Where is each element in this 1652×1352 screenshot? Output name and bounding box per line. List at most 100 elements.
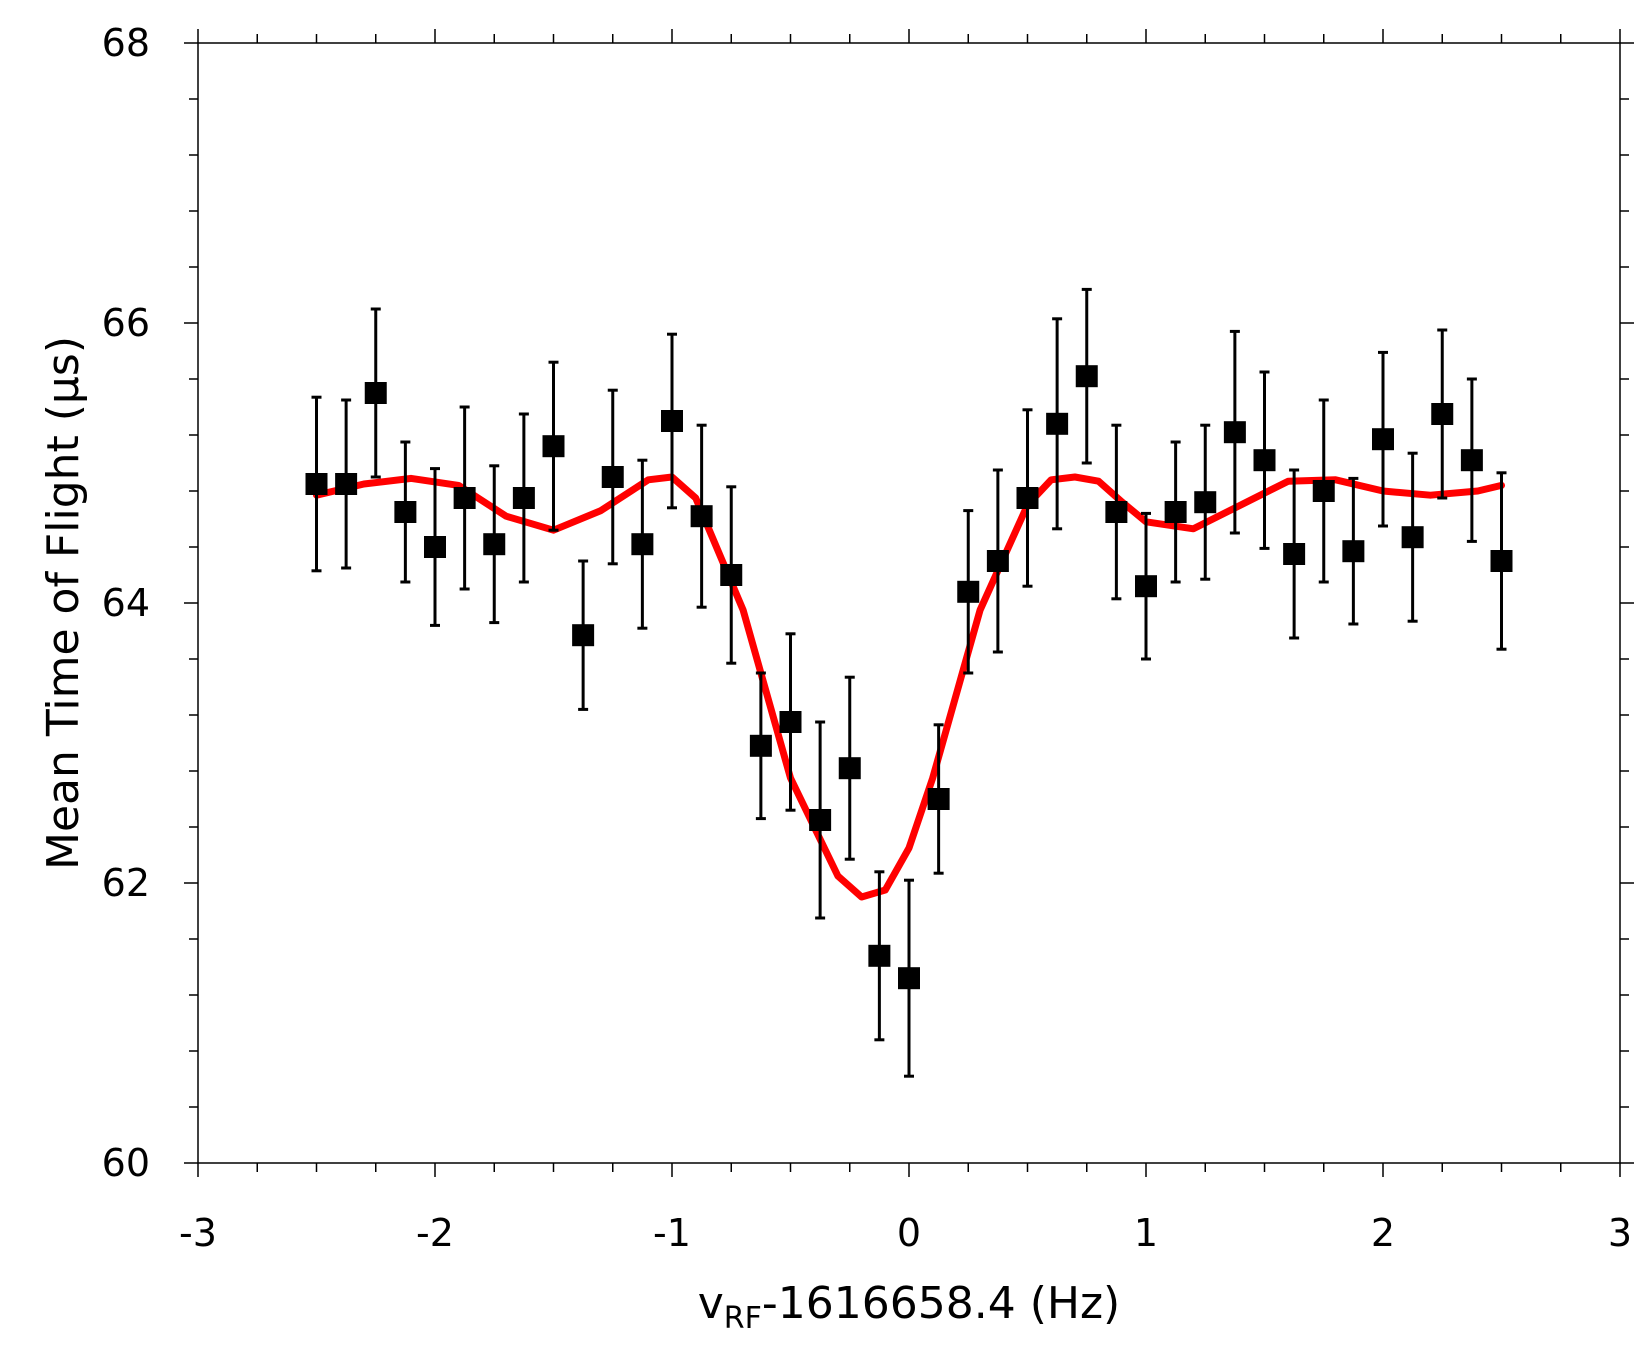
- data-point: [1312, 398, 1335, 584]
- point-marker: [838, 757, 861, 780]
- point-marker: [453, 487, 476, 509]
- point-marker: [1342, 540, 1365, 563]
- point-marker: [1223, 421, 1246, 444]
- y-tick-label: 68: [102, 21, 150, 65]
- data-point: [1490, 471, 1513, 651]
- data-point: [1075, 287, 1098, 465]
- points-layer: [305, 287, 1513, 1078]
- data-point: [986, 468, 1009, 654]
- y-tick-label: 66: [102, 301, 150, 345]
- x-tick-label: 0: [897, 1211, 921, 1255]
- point-marker: [483, 533, 506, 556]
- x-tick-label: -3: [179, 1211, 217, 1255]
- point-marker: [1283, 543, 1306, 565]
- data-point: [1164, 440, 1187, 584]
- data-point: [572, 559, 595, 711]
- point-marker: [512, 487, 535, 509]
- data-point: [838, 675, 861, 861]
- data-point: [1135, 511, 1157, 661]
- data-point: [542, 360, 565, 532]
- point-marker: [542, 435, 565, 458]
- x-axis-title-subscript: RF: [724, 1301, 762, 1336]
- data-point: [364, 307, 387, 479]
- x-axis-title-main: v: [698, 1278, 724, 1329]
- data-point: [483, 464, 506, 625]
- data-point: [868, 870, 891, 1042]
- data-point: [1401, 451, 1424, 623]
- y-tick-label: 60: [102, 1141, 150, 1185]
- data-point: [1283, 468, 1306, 640]
- data-point: [394, 440, 417, 584]
- point-marker: [927, 788, 950, 810]
- data-point: [335, 398, 358, 570]
- fit-curve: [313, 473, 1505, 901]
- point-marker: [1431, 403, 1454, 425]
- point-marker: [394, 501, 417, 523]
- point-marker: [572, 624, 595, 647]
- data-point: [1046, 317, 1069, 531]
- data-point: [424, 467, 446, 627]
- data-point: [1342, 476, 1365, 626]
- y-tick-labels: 60 62 64 66 68: [102, 21, 150, 1185]
- data-point: [1372, 350, 1394, 528]
- x-tick-label: -1: [653, 1211, 691, 1255]
- x-axis-title-rest: -1616658.4 (Hz): [762, 1278, 1120, 1329]
- data-point: [1431, 328, 1454, 500]
- point-marker: [1372, 428, 1394, 451]
- data-point: [957, 509, 980, 675]
- data-point: [1253, 370, 1276, 550]
- point-marker: [631, 533, 654, 556]
- data-point: [661, 332, 683, 510]
- x-tick-label: -2: [416, 1211, 454, 1255]
- point-marker: [868, 944, 891, 967]
- point-marker: [720, 564, 743, 586]
- point-marker: [1460, 449, 1483, 472]
- x-tick-labels: -3 -2 -1 0 1 2 3: [179, 1211, 1632, 1255]
- point-marker: [1312, 480, 1335, 502]
- y-tick-label: 64: [102, 581, 150, 625]
- point-marker: [1135, 575, 1157, 598]
- point-marker: [1194, 491, 1217, 514]
- data-point: [1460, 377, 1483, 543]
- data-point: [512, 412, 535, 584]
- x-axis-title: vRF-1616658.4 (Hz): [698, 1278, 1120, 1336]
- data-point: [1105, 423, 1128, 601]
- point-marker: [1075, 365, 1098, 388]
- data-point: [927, 723, 950, 875]
- point-marker: [305, 473, 328, 495]
- data-point: [779, 632, 802, 812]
- point-marker: [1016, 487, 1039, 509]
- y-tick-label: 62: [102, 861, 150, 905]
- point-marker: [957, 580, 980, 603]
- point-marker: [1105, 501, 1128, 523]
- x-tick-label: 3: [1608, 1211, 1632, 1255]
- data-point: [453, 405, 476, 591]
- point-marker: [661, 410, 683, 432]
- data-point: [631, 458, 654, 630]
- point-marker: [601, 466, 624, 488]
- point-marker: [335, 473, 358, 495]
- point-marker: [779, 711, 802, 733]
- point-marker: [1253, 449, 1276, 472]
- data-point: [601, 388, 624, 566]
- point-marker: [1046, 412, 1069, 435]
- point-marker: [1490, 550, 1513, 572]
- data-point: [690, 423, 713, 609]
- point-marker: [809, 809, 832, 831]
- point-marker: [749, 734, 772, 757]
- data-point: [305, 395, 328, 573]
- x-tick-label: 2: [1371, 1211, 1395, 1255]
- axis-ticks: [184, 29, 1634, 1177]
- point-marker: [1164, 501, 1187, 523]
- data-point: [720, 485, 743, 665]
- point-marker: [424, 536, 446, 558]
- y-axis-title: Mean Time of Flight (μs): [38, 336, 89, 870]
- data-point: [1016, 408, 1039, 588]
- data-point: [1194, 423, 1217, 581]
- point-marker: [898, 967, 920, 990]
- point-marker: [986, 550, 1009, 572]
- data-point: [1223, 329, 1246, 535]
- point-marker: [1401, 526, 1424, 549]
- data-point: [898, 878, 920, 1078]
